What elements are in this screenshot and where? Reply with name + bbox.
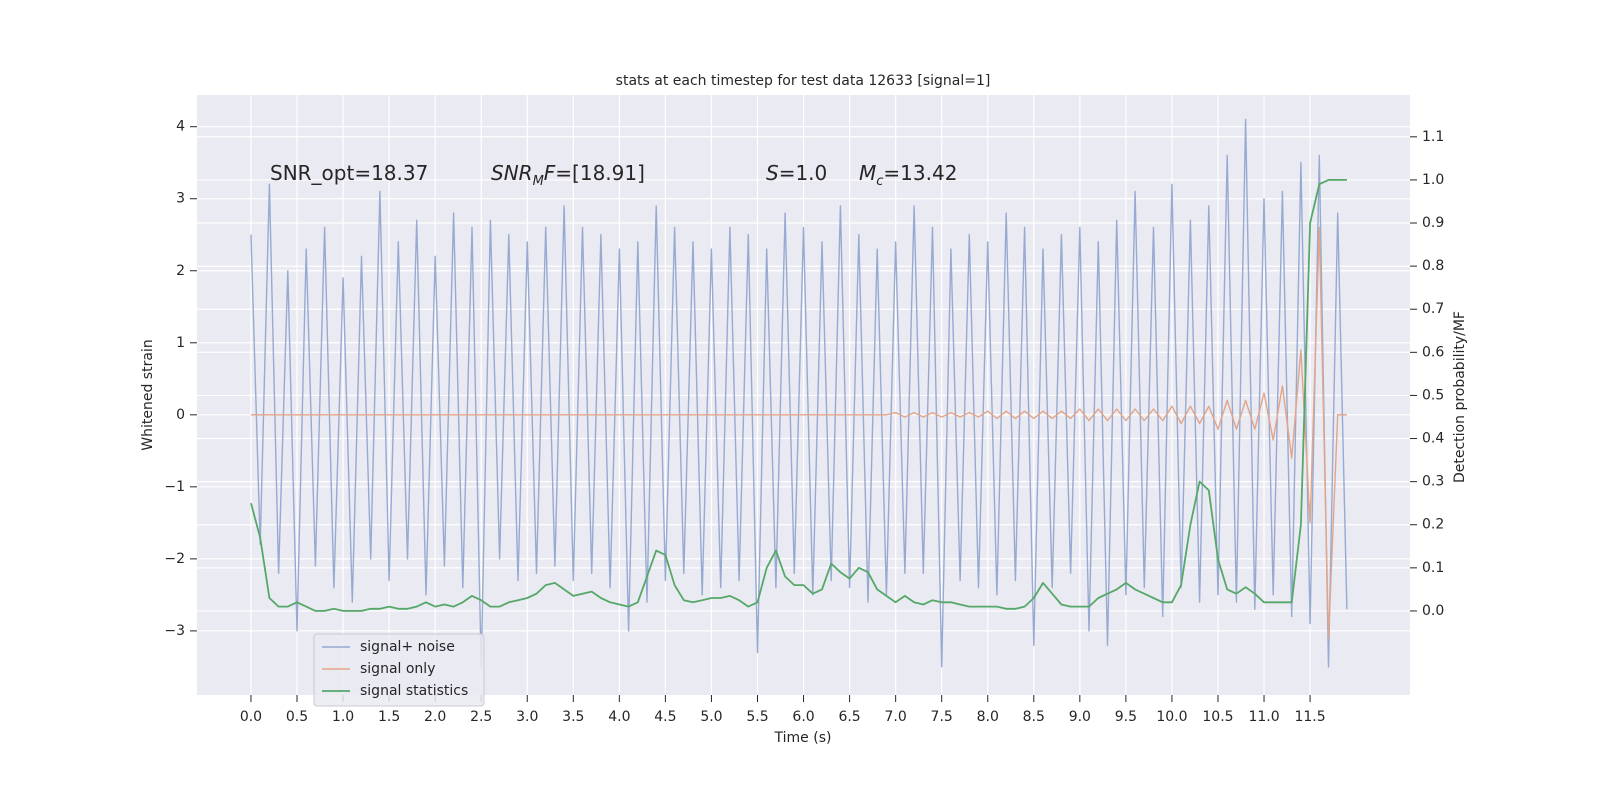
x-tick-label: 4.0 [608, 709, 630, 725]
y2-tick-label: 0.0 [1422, 603, 1444, 619]
x-tick-label: 9.0 [1069, 709, 1091, 725]
annotation-part: c [876, 174, 883, 189]
annotation: S=1.0 [766, 161, 827, 185]
y2-tick-label: 1.0 [1422, 172, 1444, 188]
x-tick-label: 7.0 [885, 709, 907, 725]
x-tick-label: 0.0 [240, 709, 262, 725]
legend-box [313, 633, 485, 707]
annotation-part: =[18.91] [555, 161, 645, 185]
annotation: SNRMF=[18.91] [491, 161, 645, 189]
y2-tick-label: 0.2 [1422, 517, 1444, 533]
y-tick-label: 2 [176, 263, 185, 279]
x-tick-label: 8.0 [977, 709, 999, 725]
y2-axis-label: Detection probability/MF [1452, 311, 1468, 483]
y-tick-label: −1 [164, 479, 185, 495]
y-tick-label: −3 [164, 623, 185, 639]
annotation-part: F [544, 161, 556, 185]
series-line [250, 118, 1348, 668]
y2-tick-label: 0.1 [1422, 560, 1444, 576]
legend-label: signal statistics [360, 683, 468, 699]
y-tick-label: 0 [176, 407, 185, 423]
x-tick-label: 5.0 [700, 709, 722, 725]
x-tick-label: 9.5 [1115, 709, 1137, 725]
y-tick-label: 4 [176, 119, 185, 135]
x-tick-label: 8.5 [1023, 709, 1045, 725]
x-tick-label: 10.0 [1156, 709, 1187, 725]
x-tick-label: 3.5 [562, 709, 584, 725]
x-tick-label: 1.0 [332, 709, 354, 725]
y2-tick-label: 0.4 [1422, 431, 1444, 447]
legend-label: signal only [360, 661, 435, 677]
annotation-part: M [859, 161, 876, 185]
x-tick-label: 2.5 [470, 709, 492, 725]
chart-title: stats at each timestep for test data 126… [616, 73, 991, 89]
legend-label: signal+ noise [360, 639, 455, 655]
y2-tick-label: 0.8 [1422, 258, 1444, 274]
x-tick-label: 7.5 [931, 709, 953, 725]
annotation-part: =13.42 [883, 161, 957, 185]
y2-tick-label: 0.6 [1422, 344, 1444, 360]
x-tick-label: 2.0 [424, 709, 446, 725]
annotation: Mc=13.42 [859, 161, 957, 189]
x-tick-label: 11.5 [1294, 709, 1325, 725]
x-tick-label: 1.5 [378, 709, 400, 725]
y2-tick-label: 1.1 [1422, 129, 1444, 145]
x-tick-label: 3.0 [516, 709, 538, 725]
y-tick-label: 3 [176, 191, 185, 207]
y-axis-label: Whitened strain [140, 339, 156, 450]
annotation-part: SNR_opt=18.37 [270, 161, 428, 185]
annotation-part: S [766, 161, 779, 185]
series-line [250, 179, 1347, 612]
x-tick-label: 4.5 [654, 709, 676, 725]
y2-tick-label: 0.5 [1422, 387, 1444, 403]
y2-tick-label: 0.9 [1422, 215, 1444, 231]
x-tick-label: 0.5 [286, 709, 308, 725]
y-tick-label: −2 [164, 551, 185, 567]
y2-tick-label: 0.3 [1422, 474, 1444, 490]
annotation: SNR_opt=18.37 [270, 161, 428, 185]
annotation-part: SNR [491, 161, 533, 185]
annotation-part: M [533, 174, 544, 189]
series-line [251, 226, 1347, 639]
y2-tick-label: 0.7 [1422, 301, 1444, 317]
x-tick-label: 5.5 [746, 709, 768, 725]
x-tick-label: 6.0 [792, 709, 814, 725]
x-tick-label: 11.0 [1248, 709, 1279, 725]
x-axis-label: Time (s) [774, 730, 832, 746]
x-tick-label: 6.5 [838, 709, 860, 725]
annotation-part: =1.0 [779, 161, 828, 185]
y-tick-label: 1 [176, 335, 185, 351]
x-tick-label: 10.5 [1202, 709, 1233, 725]
